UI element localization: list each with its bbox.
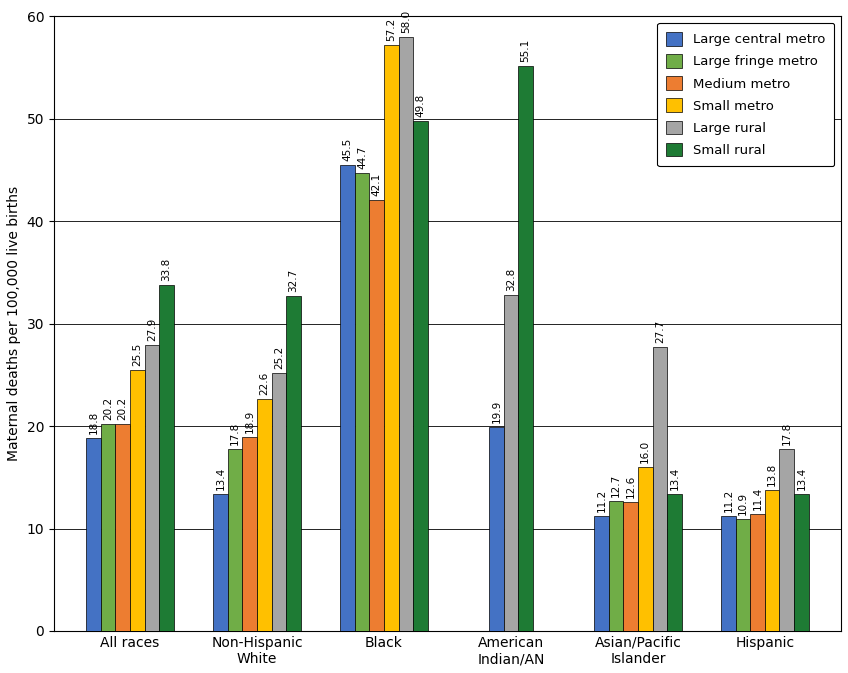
Text: 12.6: 12.6: [626, 474, 636, 498]
Bar: [638, 467, 652, 631]
Text: 11.2: 11.2: [723, 489, 734, 512]
Text: 20.2: 20.2: [118, 397, 128, 420]
Bar: [243, 437, 257, 631]
Bar: [667, 494, 682, 631]
Bar: [721, 516, 736, 631]
Y-axis label: Maternal deaths per 100,000 live births: Maternal deaths per 100,000 live births: [7, 186, 21, 461]
Text: 13.4: 13.4: [669, 466, 679, 489]
Legend: Large central metro, Large fringe metro, Medium metro, Small metro, Large rural,: Large central metro, Large fringe metro,…: [657, 23, 834, 166]
Bar: [340, 165, 354, 631]
Text: 55.1: 55.1: [521, 39, 531, 63]
Text: 12.7: 12.7: [611, 474, 621, 497]
Bar: [145, 345, 159, 631]
Bar: [228, 449, 243, 631]
Text: 33.8: 33.8: [161, 257, 171, 281]
Bar: [489, 427, 504, 631]
Text: 45.5: 45.5: [343, 137, 353, 161]
Bar: [86, 438, 101, 631]
Bar: [213, 494, 228, 631]
Bar: [384, 45, 399, 631]
Text: 58.0: 58.0: [401, 9, 411, 33]
Bar: [287, 296, 301, 631]
Text: 22.6: 22.6: [259, 372, 270, 395]
Text: 20.2: 20.2: [103, 397, 113, 420]
Text: 25.5: 25.5: [132, 343, 142, 365]
Bar: [736, 520, 750, 631]
Bar: [750, 514, 765, 631]
Bar: [413, 120, 427, 631]
Text: 57.2: 57.2: [387, 17, 396, 41]
Text: 11.4: 11.4: [752, 487, 762, 510]
Bar: [504, 295, 518, 631]
Bar: [609, 501, 623, 631]
Bar: [794, 494, 809, 631]
Text: 27.9: 27.9: [147, 318, 157, 341]
Text: 16.0: 16.0: [640, 440, 650, 463]
Text: 27.7: 27.7: [655, 320, 665, 343]
Bar: [399, 37, 413, 631]
Bar: [779, 449, 794, 631]
Text: 44.7: 44.7: [357, 145, 367, 169]
Text: 18.9: 18.9: [245, 410, 254, 433]
Text: 25.2: 25.2: [274, 345, 284, 369]
Bar: [159, 285, 174, 631]
Text: 42.1: 42.1: [371, 172, 382, 196]
Bar: [257, 400, 271, 631]
Bar: [370, 200, 384, 631]
Bar: [101, 424, 115, 631]
Text: 19.9: 19.9: [491, 400, 501, 423]
Text: 11.2: 11.2: [596, 489, 606, 512]
Bar: [354, 173, 370, 631]
Text: 49.8: 49.8: [416, 94, 426, 116]
Text: 13.4: 13.4: [796, 466, 806, 489]
Text: 18.8: 18.8: [88, 411, 98, 434]
Bar: [115, 424, 130, 631]
Text: 10.9: 10.9: [738, 492, 748, 516]
Bar: [594, 516, 609, 631]
Bar: [518, 67, 533, 631]
Bar: [130, 369, 145, 631]
Text: 17.8: 17.8: [230, 421, 240, 445]
Bar: [623, 502, 638, 631]
Bar: [271, 373, 287, 631]
Bar: [765, 489, 779, 631]
Bar: [652, 347, 667, 631]
Text: 17.8: 17.8: [782, 421, 792, 445]
Text: 32.8: 32.8: [506, 268, 516, 291]
Text: 32.7: 32.7: [288, 269, 298, 292]
Text: 13.4: 13.4: [215, 466, 226, 489]
Text: 13.8: 13.8: [767, 462, 777, 485]
